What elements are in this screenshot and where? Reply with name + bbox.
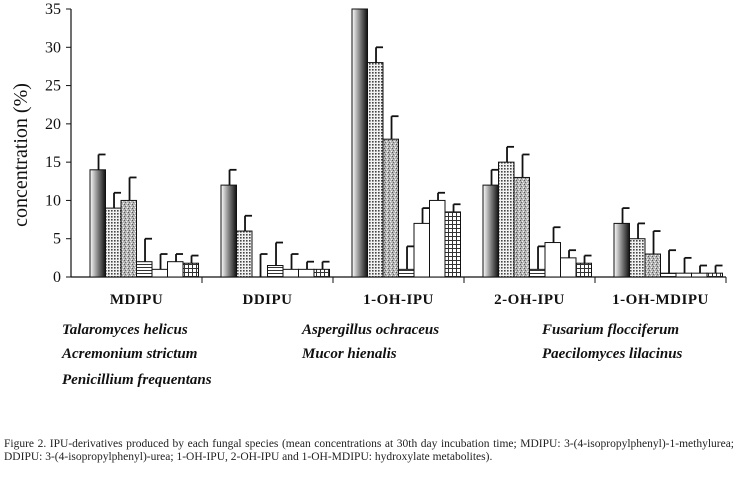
bar	[236, 230, 253, 278]
bar	[298, 268, 315, 278]
y-axis-label: concentration (%)	[10, 83, 32, 227]
bar	[220, 184, 237, 278]
y-tick-label: 35	[45, 1, 61, 18]
bar	[105, 207, 122, 278]
figure-caption: Figure 2. IPU-derivatives produced by ea…	[4, 438, 734, 463]
bar	[691, 272, 708, 278]
bar	[644, 253, 661, 278]
bar	[560, 257, 577, 278]
bar	[398, 268, 415, 278]
y-tick-label: 10	[45, 192, 61, 209]
bar	[675, 272, 692, 278]
legend-talaromyces-helicus: Talaromyces helicus	[62, 322, 188, 338]
bar	[482, 184, 499, 278]
legend-penicillium-frequentans: Penicillium frequentans	[62, 372, 212, 388]
bar	[498, 161, 515, 278]
bar	[575, 262, 592, 278]
legend-paecilomyces-lilacinus: Paecilomyces lilacinus	[542, 346, 683, 362]
bar	[429, 199, 446, 278]
bar	[706, 272, 723, 278]
bar	[367, 62, 384, 278]
bar	[660, 272, 677, 278]
bar	[151, 268, 168, 278]
bar	[382, 138, 399, 278]
x-category-label: 2-OH-IPU	[494, 292, 565, 308]
plot-area: 0 5 10 15 20 25 30 35 MDIPU DDIPU 1-OH-IPU 2-OH-IPU…	[45, 1, 727, 308]
y-tick-label: 0	[53, 269, 61, 286]
legend-aspergillus-ochraceus: Aspergillus ochraceus	[302, 322, 440, 338]
x-category-label: DDIPU	[243, 292, 293, 308]
bar	[313, 268, 330, 278]
x-category-label: MDIPU	[110, 292, 163, 308]
bar	[413, 222, 430, 278]
y-tick-label: 5	[53, 231, 61, 248]
bar	[167, 261, 184, 278]
x-category-label: 1-OH-MDIPU	[612, 292, 709, 308]
y-tick-label: 25	[45, 78, 61, 95]
bar	[267, 265, 284, 278]
bar	[120, 199, 137, 278]
bar	[529, 268, 546, 278]
y-tick-label: 20	[45, 116, 61, 133]
bar	[513, 176, 530, 278]
y-tick-label: 30	[45, 39, 61, 56]
bar	[89, 169, 106, 278]
bar	[136, 261, 153, 278]
bar	[444, 211, 461, 278]
bar	[182, 262, 199, 278]
bar	[282, 268, 299, 278]
bar	[351, 8, 368, 278]
legend-mucor-hienalis: Mucor hienalis	[302, 346, 397, 362]
bar	[544, 242, 561, 278]
legend-acremonium-strictum: Acremonium strictum	[62, 346, 198, 362]
x-category-label: 1-OH-IPU	[363, 292, 434, 308]
bar	[629, 238, 646, 278]
bar-chart: concentration (%) 0 5 10 15 20 25 30 35 MDIPU DDI…	[10, 1, 727, 308]
y-tick-label: 15	[45, 154, 61, 171]
bar	[613, 222, 630, 278]
legend-fusarium-flocciferum: Fusarium flocciferum	[542, 322, 680, 338]
